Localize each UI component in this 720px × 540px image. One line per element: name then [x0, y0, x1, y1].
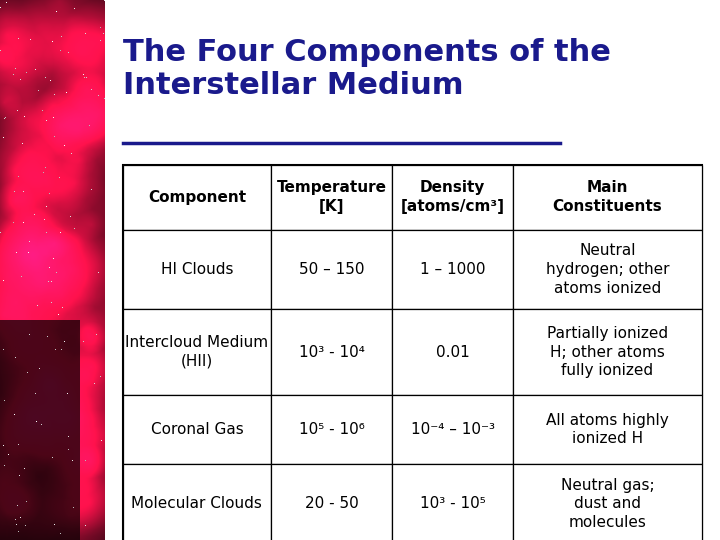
Bar: [392, 230, 513, 309]
Bar: [271, 165, 392, 230]
Text: 20 - 50: 20 - 50: [305, 496, 359, 511]
Bar: [123, 165, 271, 230]
Text: All atoms highly
ionized H: All atoms highly ionized H: [546, 413, 669, 446]
Bar: [513, 165, 701, 230]
Text: 0.01: 0.01: [436, 345, 469, 360]
Bar: [392, 395, 513, 464]
Text: 10⁻⁴ – 10⁻³: 10⁻⁴ – 10⁻³: [410, 422, 495, 437]
Bar: [513, 230, 701, 309]
Bar: [123, 464, 271, 540]
Text: 10³ - 10⁵: 10³ - 10⁵: [420, 496, 485, 511]
Text: 50 – 150: 50 – 150: [299, 262, 364, 277]
Text: Partially ionized
H; other atoms
fully ionized: Partially ionized H; other atoms fully i…: [546, 326, 668, 378]
Bar: [513, 464, 701, 540]
Text: 1 – 1000: 1 – 1000: [420, 262, 485, 277]
Bar: [392, 464, 513, 540]
Bar: [392, 309, 513, 395]
Text: Temperature
[K]: Temperature [K]: [276, 180, 387, 214]
Text: 10⁵ - 10⁶: 10⁵ - 10⁶: [299, 422, 364, 437]
Bar: [271, 395, 392, 464]
Bar: [123, 395, 271, 464]
Text: Neutral
hydrogen; other
atoms ionized: Neutral hydrogen; other atoms ionized: [546, 244, 669, 295]
Text: 10³ - 10⁴: 10³ - 10⁴: [299, 345, 364, 360]
Bar: [271, 230, 392, 309]
Text: Molecular Clouds: Molecular Clouds: [132, 496, 262, 511]
Text: HI Clouds: HI Clouds: [161, 262, 233, 277]
Text: The Four Components of the
Interstellar Medium: The Four Components of the Interstellar …: [123, 38, 611, 100]
Text: Component: Component: [148, 190, 246, 205]
Text: Main
Constituents: Main Constituents: [552, 180, 662, 214]
Bar: [123, 165, 701, 540]
Text: Intercloud Medium
(HII): Intercloud Medium (HII): [125, 335, 269, 369]
Bar: [123, 230, 271, 309]
Text: Density
[atoms/cm³]: Density [atoms/cm³]: [400, 180, 505, 214]
Bar: [513, 309, 701, 395]
Bar: [513, 395, 701, 464]
Bar: [271, 309, 392, 395]
Text: Neutral gas;
dust and
molecules: Neutral gas; dust and molecules: [560, 478, 654, 530]
Bar: [271, 464, 392, 540]
Text: Coronal Gas: Coronal Gas: [150, 422, 243, 437]
Bar: [392, 165, 513, 230]
Bar: [123, 309, 271, 395]
